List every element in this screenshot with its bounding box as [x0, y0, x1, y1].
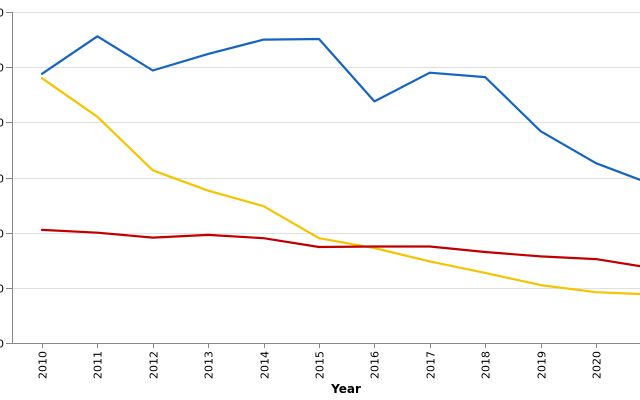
x-tick-label: 2015 — [314, 351, 327, 379]
series-lines — [40, 35, 640, 296]
y-tick-label: 0 — [0, 117, 4, 130]
series-line-2 — [40, 77, 640, 296]
axes — [6, 12, 640, 348]
y-tick-label: 0 — [0, 62, 4, 75]
x-tick-label: 2011 — [92, 351, 105, 379]
x-tick-label: 2018 — [480, 351, 493, 379]
x-tick-label: 2016 — [369, 351, 382, 379]
y-tick-label: 0 — [0, 283, 4, 296]
y-tick-label: 0 — [0, 228, 4, 241]
x-tick-label: 2014 — [259, 351, 272, 379]
x-tick-label: 2019 — [536, 351, 549, 379]
x-tick-label: 2020 — [591, 351, 604, 379]
tick-labels: 0 0 0 0 0 0 0 2010 2011 2012 2013 2014 2015 2016 2017 2… — [0, 7, 604, 380]
series-line-1 — [40, 35, 640, 181]
x-tick-label: 2013 — [203, 351, 216, 379]
x-tick-label: 2010 — [37, 351, 50, 379]
y-tick-label: 0 — [0, 173, 4, 186]
x-tick-label: 2012 — [148, 351, 161, 379]
series-line-3 — [40, 228, 640, 268]
y-tick-label: 0 — [0, 338, 4, 351]
y-tick-label: 0 — [0, 7, 4, 20]
x-axis-title: Year — [330, 382, 361, 396]
x-tick-label: 2017 — [425, 351, 438, 379]
